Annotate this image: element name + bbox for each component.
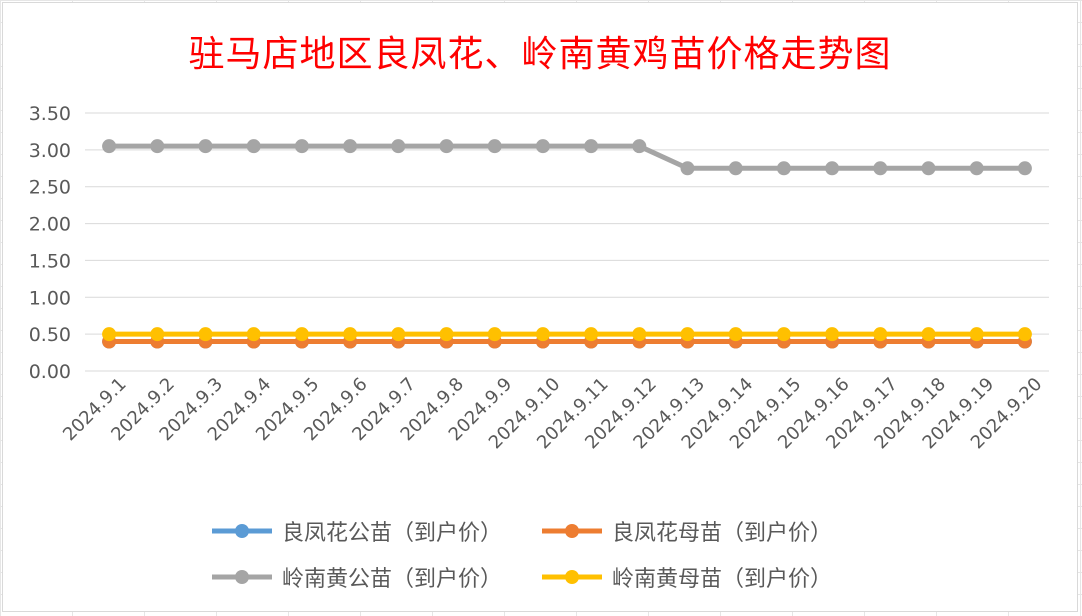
y-tick-label: 0.50 bbox=[29, 324, 71, 346]
data-point bbox=[632, 327, 647, 342]
data-point bbox=[294, 139, 309, 154]
data-point bbox=[391, 327, 406, 342]
legend-item: 岭南黄母苗（到户价） bbox=[540, 561, 870, 593]
data-point bbox=[873, 161, 888, 176]
data-point bbox=[969, 327, 984, 342]
data-point bbox=[969, 161, 984, 176]
legend: 良凤花公苗（到户价） 良凤花母苗（到户价） 岭南黄公苗（到户价） 岭南黄母苗（到户价） bbox=[3, 515, 1077, 607]
data-point bbox=[535, 327, 550, 342]
data-point bbox=[102, 327, 117, 342]
data-point bbox=[439, 139, 454, 154]
data-point bbox=[198, 139, 213, 154]
legend-swatch bbox=[212, 524, 272, 538]
data-point bbox=[825, 327, 840, 342]
data-point bbox=[680, 161, 695, 176]
data-point bbox=[584, 139, 599, 154]
data-point bbox=[873, 327, 888, 342]
data-point bbox=[921, 327, 936, 342]
plot-area: 0.000.501.001.502.002.503.003.502024.9.1… bbox=[29, 103, 1049, 453]
chart-title: 驻马店地区良凤花、岭南黄鸡苗价格走势图 bbox=[188, 34, 892, 75]
legend-item: 岭南黄公苗（到户价） bbox=[210, 561, 540, 593]
y-tick-label: 2.00 bbox=[29, 214, 71, 236]
data-point bbox=[487, 139, 502, 154]
legend-label: 良凤花公苗（到户价） bbox=[282, 521, 503, 546]
data-point bbox=[776, 327, 791, 342]
series-3 bbox=[102, 139, 1032, 176]
data-point bbox=[246, 327, 261, 342]
y-tick-label: 1.00 bbox=[29, 287, 71, 309]
y-tick-label: 0.00 bbox=[29, 361, 71, 383]
data-point bbox=[921, 161, 936, 176]
data-point bbox=[198, 327, 213, 342]
data-point bbox=[487, 327, 502, 342]
data-point bbox=[246, 139, 261, 154]
data-point bbox=[825, 161, 840, 176]
data-point bbox=[728, 327, 743, 342]
legend-row: 良凤花公苗（到户价） 良凤花母苗（到户价） bbox=[3, 515, 1077, 547]
data-point bbox=[391, 139, 406, 154]
y-tick-label: 3.00 bbox=[29, 140, 71, 162]
data-point bbox=[102, 139, 117, 154]
data-point bbox=[535, 139, 550, 154]
legend-swatch bbox=[542, 524, 602, 538]
data-point bbox=[584, 327, 599, 342]
data-point bbox=[343, 327, 358, 342]
data-point bbox=[680, 327, 695, 342]
data-point bbox=[776, 161, 791, 176]
legend-label: 岭南黄母苗（到户价） bbox=[612, 567, 833, 592]
data-point bbox=[294, 327, 309, 342]
data-point bbox=[150, 139, 165, 154]
legend-item: 良凤花公苗（到户价） bbox=[210, 515, 540, 547]
data-point bbox=[439, 327, 454, 342]
legend-row: 岭南黄公苗（到户价） 岭南黄母苗（到户价） bbox=[3, 561, 1077, 593]
data-point bbox=[632, 139, 647, 154]
legend-swatch bbox=[542, 570, 602, 584]
data-point bbox=[728, 161, 743, 176]
data-point bbox=[1017, 161, 1032, 176]
data-point bbox=[343, 139, 358, 154]
y-tick-label: 2.50 bbox=[29, 177, 71, 199]
data-point bbox=[150, 327, 165, 342]
legend-label: 良凤花母苗（到户价） bbox=[612, 521, 833, 546]
legend-item: 良凤花母苗（到户价） bbox=[540, 515, 870, 547]
series-line bbox=[109, 143, 1025, 171]
data-point bbox=[1017, 327, 1032, 342]
legend-label: 岭南黄公苗（到户价） bbox=[282, 567, 503, 592]
legend-swatch bbox=[212, 570, 272, 584]
series-4 bbox=[102, 327, 1032, 342]
y-tick-label: 3.50 bbox=[29, 103, 71, 125]
y-tick-label: 1.50 bbox=[29, 250, 71, 272]
